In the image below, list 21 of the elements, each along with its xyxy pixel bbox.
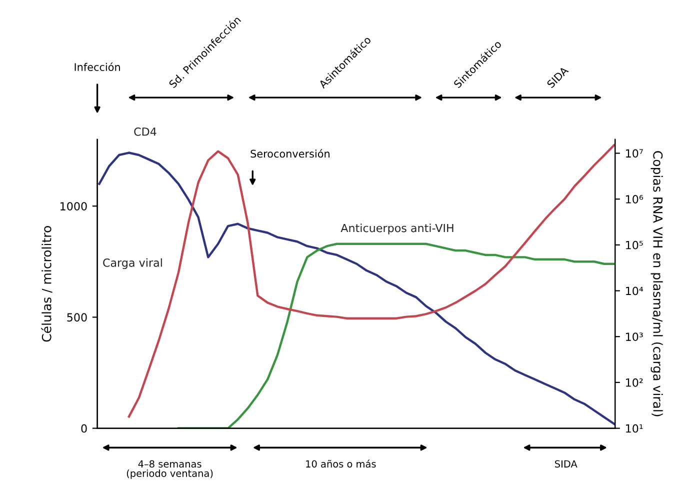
y2-tick-label: 10² (626, 378, 643, 387)
y2-tick-label: 10¹ (626, 424, 643, 433)
text: 10 años o más (306, 460, 376, 468)
y2-tick-label: 10⁵ (626, 240, 643, 250)
y-tick-label: 500 (67, 313, 87, 322)
series-label: CD4 (134, 127, 156, 136)
y-tick-label: 0 (81, 424, 87, 433)
y2-axis-title: Copias RNA VIH en plasma/ml (carga viral) (650, 151, 663, 416)
y2-tick-label: 10⁷ (626, 149, 643, 158)
annotation: Seroconversión (250, 149, 330, 158)
y-tick-label: 1000 (60, 202, 87, 210)
y2-tick-label: 10³ (626, 332, 643, 341)
text: Infección (74, 62, 120, 71)
text: 4–8 semanas (periodo ventana) (126, 460, 213, 479)
y2-tick-label: 10⁶ (626, 195, 644, 204)
y-axis-title: Células / microlitro (41, 226, 52, 342)
line-series (177, 242, 616, 428)
series-label: Carga viral (103, 258, 162, 270)
series-label: Anticuerpos anti-VIH (340, 224, 454, 234)
text: SIDA (555, 460, 578, 468)
y2-tick-label: 10⁴ (626, 286, 644, 296)
